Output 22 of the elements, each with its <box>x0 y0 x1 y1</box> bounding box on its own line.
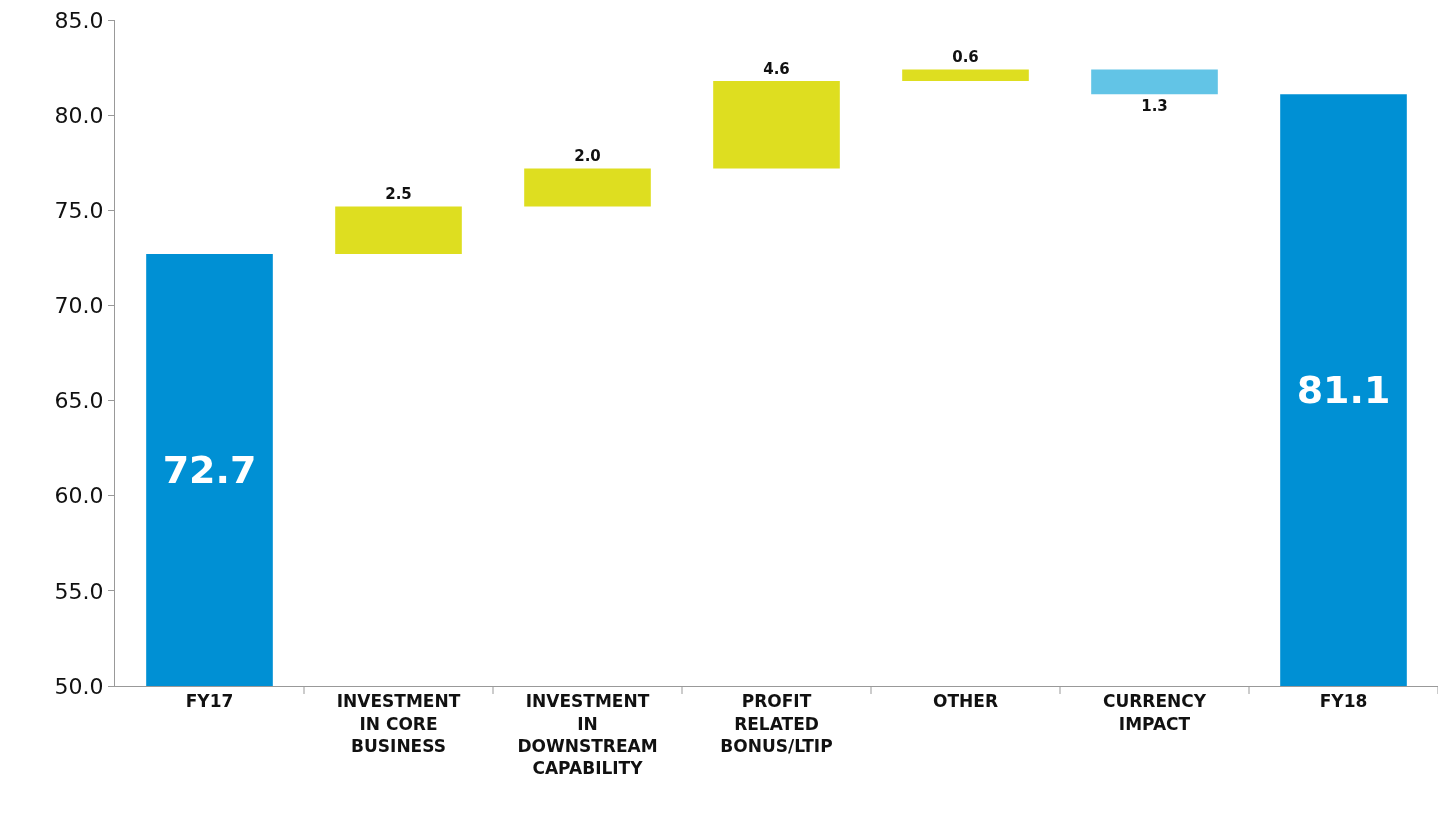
x-tick-label: OTHER <box>933 691 998 712</box>
y-tick-label: 80.0 <box>54 102 104 128</box>
y-tick-label: 75.0 <box>54 197 104 223</box>
y-tick-label: 70.0 <box>54 293 104 319</box>
y-tick-label: 55.0 <box>54 578 104 604</box>
x-tick-label: FY18 <box>1319 691 1368 712</box>
y-tick-label: 85.0 <box>54 7 104 33</box>
data-label: 1.3 <box>1141 97 1168 116</box>
x-tick-label: INVESTMENT IN CORE BUSINESS <box>336 691 461 756</box>
data-label: 0.6 <box>952 48 979 67</box>
x-tick-label: FY17 <box>185 691 234 712</box>
y-tick-label: 60.0 <box>54 483 104 509</box>
data-label: 72.7 <box>162 448 257 493</box>
data-label: 2.5 <box>385 185 412 204</box>
x-tick-label: CURRENCY IMPACT <box>1102 691 1207 734</box>
x-tick-label: INVESTMENT IN DOWNSTREAM CAPABILITY <box>517 691 658 778</box>
data-label: 2.0 <box>574 147 601 166</box>
y-tick-label: 50.0 <box>54 673 104 699</box>
data-label: 4.6 <box>763 59 790 78</box>
x-tick-label: PROFIT RELATED BONUS/LTIP <box>720 691 833 756</box>
y-tick-label: 65.0 <box>54 388 104 414</box>
data-label: 81.1 <box>1296 368 1391 413</box>
